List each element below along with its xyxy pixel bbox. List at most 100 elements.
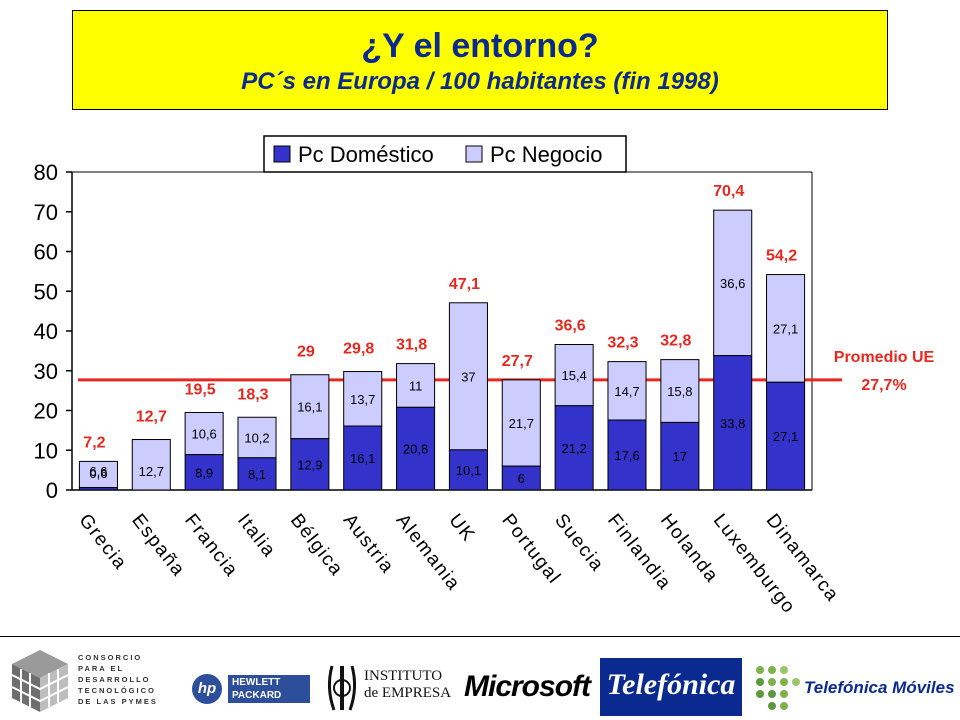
page-subtitle: PC´s en Europa / 100 habitantes (fin 199… [241,68,719,95]
ie-emblem-icon [327,665,357,711]
legend-label-negocio: Pc Negocio [490,142,603,167]
average-label-line1: Promedio UE [834,349,935,366]
value-label-negocio: 21,7 [509,416,534,431]
total-label: 47,1 [449,276,480,293]
value-label-negocio: 14,7 [614,384,639,399]
y-tick-label: 70 [34,200,58,225]
total-label: 32,3 [607,335,638,352]
value-label-domestico: 6 [518,471,525,486]
bar-negocio [343,371,383,427]
telefonica-moviles-text: Telefónica Móviles [804,678,955,697]
chart-legend: Pc Doméstico Pc Negocio [263,135,627,173]
total-label: 27,7 [502,353,533,370]
y-tick-label: 10 [34,438,58,463]
y-tick-label: 40 [34,319,58,344]
x-tick-label: Austria [339,510,398,578]
value-label-negocio: 10,6 [191,427,216,442]
telefonica-text: Telefónica [606,668,736,701]
bar-domestico [396,406,436,491]
y-tick-label: 30 [34,359,58,384]
title-box: ¿Y el entorno? PC´s en Europa / 100 habi… [72,10,888,110]
y-tick-label: 60 [34,240,58,265]
telefonica-logo: Telefónica [600,658,742,716]
total-label: 18,3 [237,386,268,403]
x-tick-label: Francia [180,510,242,581]
x-tick-label: Suecia [550,510,608,576]
bar-domestico [554,405,594,491]
total-label: 29 [297,344,315,361]
bar-domestico [184,454,224,491]
hp-wordmark: HEWLETT PACKARD [228,675,310,703]
value-label-negocio: 27,1 [773,321,798,336]
footer-logos: CONSORCIO PARA EL DESARROLLO TECNOLÓGICO… [0,628,960,720]
dots-icon [756,666,800,710]
total-label: 54,2 [766,248,797,265]
ie-text: INSTITUTO de EMPRESA [364,668,452,701]
instituto-empresa-logo: INSTITUTO de EMPRESA [322,660,454,716]
value-label-negocio: 6,6 [89,464,107,479]
value-label-domestico: 21,2 [561,441,586,456]
value-label-domestico: 12,9 [297,457,322,472]
bar-domestico [607,419,647,491]
total-label: 36,6 [555,318,586,335]
hp-logo: hp HEWLETT PACKARD [190,672,320,706]
value-label-negocio: 16,1 [297,400,322,415]
legend-box [263,135,627,173]
bar-domestico [501,465,541,491]
y-tick-label: 80 [34,160,58,185]
bar-negocio [237,416,277,459]
bar-domestico [713,355,753,491]
total-label: 12,7 [136,409,167,426]
y-tick-label: 50 [34,279,58,304]
total-label: 70,4 [713,183,744,200]
y-tick-label: 0 [46,478,58,503]
x-tick-label: Grecia [74,510,131,574]
value-label-negocio: 13,7 [350,392,375,407]
footer-divider [0,636,960,637]
value-label-domestico: 33,8 [720,416,745,431]
consorcio-text: CONSORCIO PARA EL DESARROLLO TECNOLÓGICO… [78,653,158,706]
value-label-negocio: 10,2 [244,431,269,446]
value-label-negocio: 36,6 [720,276,745,291]
average-label-line2: 27,7% [861,377,906,394]
bar-negocio [607,361,647,421]
bar-negocio [78,460,118,489]
value-label-negocio: 15,8 [667,384,692,399]
value-label-domestico: 10,1 [456,463,481,478]
page-title: ¿Y el entorno? [361,27,599,65]
bar-negocio [396,363,436,408]
chart-bars [78,209,806,491]
value-label-domestico: 8,1 [248,467,266,482]
total-label: 7,2 [83,434,105,451]
value-label-domestico: 8,9 [195,465,213,480]
total-label: 31,8 [396,337,427,354]
bar-domestico [660,421,700,491]
value-label-domestico: 20,8 [403,442,428,457]
x-tick-label: UK [444,510,479,546]
hp-mark: hp [192,674,222,704]
consorcio-logo: CONSORCIO PARA EL DESARROLLO TECNOLÓGICO… [8,646,158,716]
value-label-negocio: 11 [409,378,423,393]
bar-negocio [448,302,488,451]
total-label: 32,8 [660,333,691,350]
x-tick-label: Italia [233,510,280,562]
total-label: 29,8 [343,341,374,358]
legend-swatch-domestico [273,145,291,163]
bar-domestico [78,487,118,491]
cube-icon [11,650,69,712]
stacked-bar-chart: 0 10 20 30 40 50 60 70 80 6,60,6 7,2 Grecia 12,7 12,… [34,135,935,618]
telefonica-moviles-logo: Telefónica Móviles [752,662,956,714]
value-label-domestico: 17,6 [614,448,639,463]
value-label-domestico: 0,6 [89,466,107,481]
microsoft-logo: Microsoft [464,670,591,703]
value-label-domestico: 16,1 [350,451,375,466]
legend-swatch-negocio [465,145,483,163]
bar-negocio [766,274,806,383]
bar-domestico [290,438,330,491]
bar-negocio [131,439,171,491]
average-group: Promedio UE 27,7% [834,349,935,394]
total-label: 19,5 [185,381,216,398]
x-tick-label: España [127,510,189,581]
value-label-negocio: 37 [461,369,475,384]
x-tick-label: Bélgica [286,510,347,580]
